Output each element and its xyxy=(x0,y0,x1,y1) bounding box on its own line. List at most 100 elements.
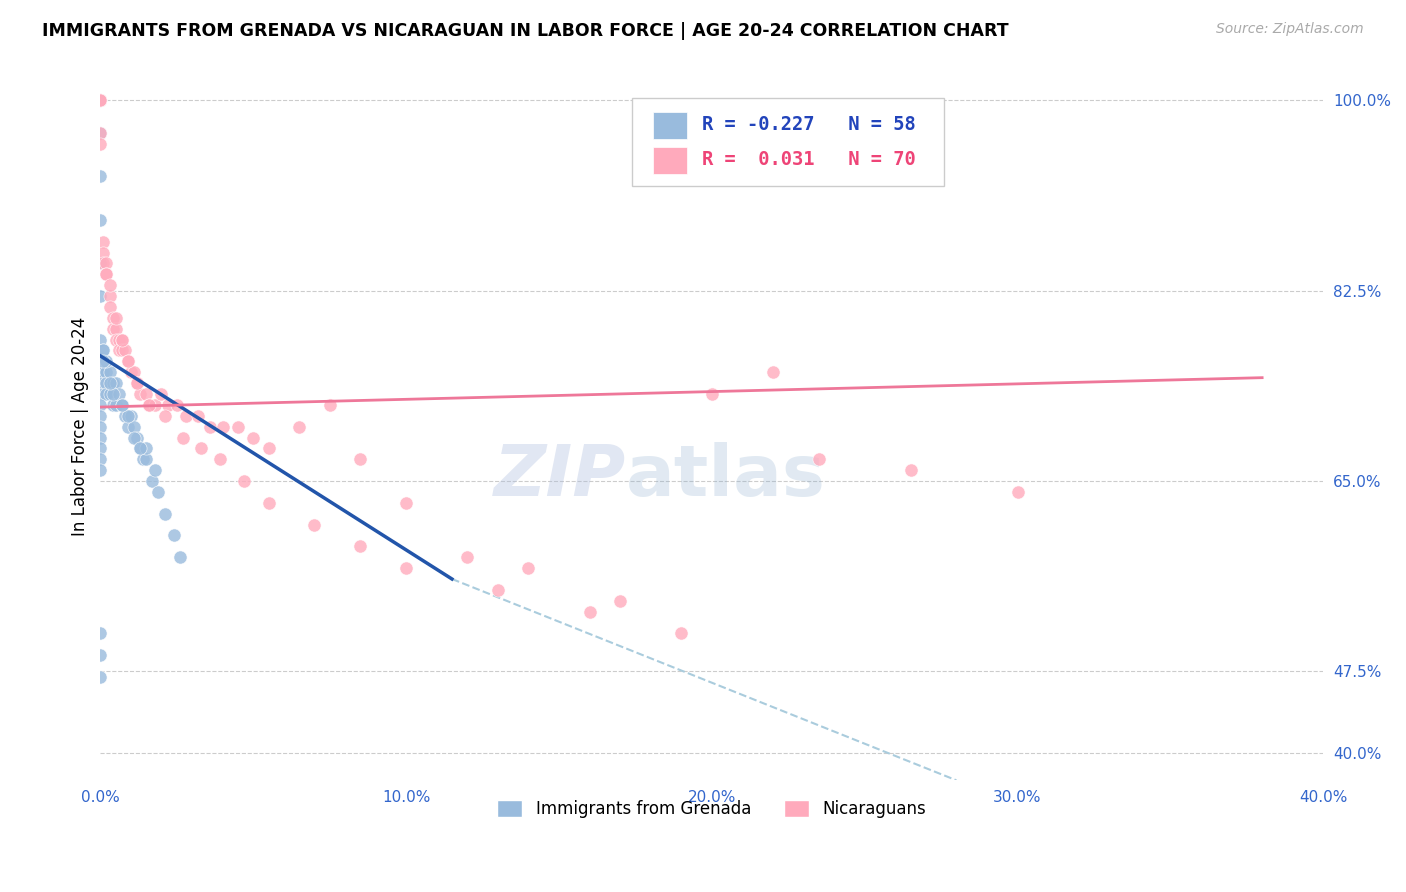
Point xyxy=(132,452,155,467)
Point xyxy=(96,387,118,401)
Point xyxy=(135,387,157,401)
Point xyxy=(96,365,118,379)
Point xyxy=(93,256,115,270)
Point xyxy=(111,333,134,347)
Text: ZIP: ZIP xyxy=(494,442,626,510)
Point xyxy=(89,409,111,423)
Point xyxy=(120,365,142,379)
Point xyxy=(129,442,152,456)
Point xyxy=(104,398,127,412)
Point xyxy=(89,93,111,107)
Point xyxy=(135,452,157,467)
Point xyxy=(107,387,129,401)
Point xyxy=(89,213,111,227)
Point xyxy=(104,322,127,336)
Point xyxy=(148,484,170,499)
Point xyxy=(111,398,134,412)
Point xyxy=(200,419,222,434)
Point xyxy=(89,670,111,684)
Point xyxy=(89,463,111,477)
Text: Source: ZipAtlas.com: Source: ZipAtlas.com xyxy=(1216,22,1364,37)
Point xyxy=(135,442,157,456)
Point xyxy=(145,398,167,412)
Point xyxy=(153,507,176,521)
Point xyxy=(89,93,111,107)
Point xyxy=(93,376,115,390)
Point xyxy=(129,442,152,456)
Point xyxy=(111,398,134,412)
Text: IMMIGRANTS FROM GRENADA VS NICARAGUAN IN LABOR FORCE | AGE 20-24 CORRELATION CHA: IMMIGRANTS FROM GRENADA VS NICARAGUAN IN… xyxy=(42,22,1010,40)
Point xyxy=(242,430,264,444)
Legend: Immigrants from Grenada, Nicaraguans: Immigrants from Grenada, Nicaraguans xyxy=(491,794,934,825)
Point xyxy=(93,235,115,249)
Bar xyxy=(654,147,688,174)
Point xyxy=(114,343,136,358)
Point xyxy=(96,268,118,282)
Point xyxy=(89,430,111,444)
Point xyxy=(89,289,111,303)
Point xyxy=(89,626,111,640)
Point xyxy=(304,517,326,532)
Point xyxy=(288,419,311,434)
Point xyxy=(257,496,280,510)
Point xyxy=(101,398,124,412)
Y-axis label: In Labor Force | Age 20-24: In Labor Force | Age 20-24 xyxy=(72,317,89,536)
Point xyxy=(117,419,139,434)
Point xyxy=(96,256,118,270)
Point xyxy=(150,387,173,401)
Point xyxy=(98,278,121,293)
Point xyxy=(89,333,111,347)
Point xyxy=(257,442,280,456)
Point xyxy=(174,409,197,423)
Point xyxy=(117,354,139,368)
Point xyxy=(395,496,418,510)
Point xyxy=(117,409,139,423)
Point xyxy=(93,343,115,358)
Point xyxy=(671,626,693,640)
Point xyxy=(89,452,111,467)
Point xyxy=(208,452,231,467)
Point xyxy=(211,419,233,434)
Point xyxy=(233,474,256,488)
Point xyxy=(101,387,124,401)
Point xyxy=(578,605,600,619)
Point xyxy=(96,376,118,390)
Point xyxy=(117,354,139,368)
Point xyxy=(96,354,118,368)
Point xyxy=(93,245,115,260)
Point xyxy=(104,376,127,390)
Bar xyxy=(654,112,688,139)
Point xyxy=(153,409,176,423)
Point xyxy=(145,463,167,477)
Point xyxy=(89,256,111,270)
Text: R =  0.031   N = 70: R = 0.031 N = 70 xyxy=(702,151,915,169)
Point xyxy=(900,463,922,477)
Point xyxy=(89,442,111,456)
Point xyxy=(89,126,111,140)
Point xyxy=(156,398,179,412)
Point xyxy=(101,310,124,325)
Point xyxy=(89,398,111,412)
Point xyxy=(187,409,209,423)
Point xyxy=(107,333,129,347)
Point xyxy=(318,398,340,412)
Point xyxy=(138,398,160,412)
Point xyxy=(125,430,148,444)
Text: R = -0.227   N = 58: R = -0.227 N = 58 xyxy=(702,115,915,134)
Point xyxy=(1007,484,1029,499)
Point xyxy=(107,343,129,358)
Point xyxy=(169,550,191,565)
Point xyxy=(93,365,115,379)
Point xyxy=(609,593,631,607)
Point xyxy=(700,387,723,401)
Point xyxy=(101,376,124,390)
Point xyxy=(349,539,371,553)
FancyBboxPatch shape xyxy=(633,98,945,186)
Point xyxy=(89,419,111,434)
Point xyxy=(122,430,145,444)
Text: atlas: atlas xyxy=(626,442,827,510)
Point xyxy=(138,398,160,412)
Point xyxy=(395,561,418,575)
Point xyxy=(114,409,136,423)
Point xyxy=(762,365,785,379)
